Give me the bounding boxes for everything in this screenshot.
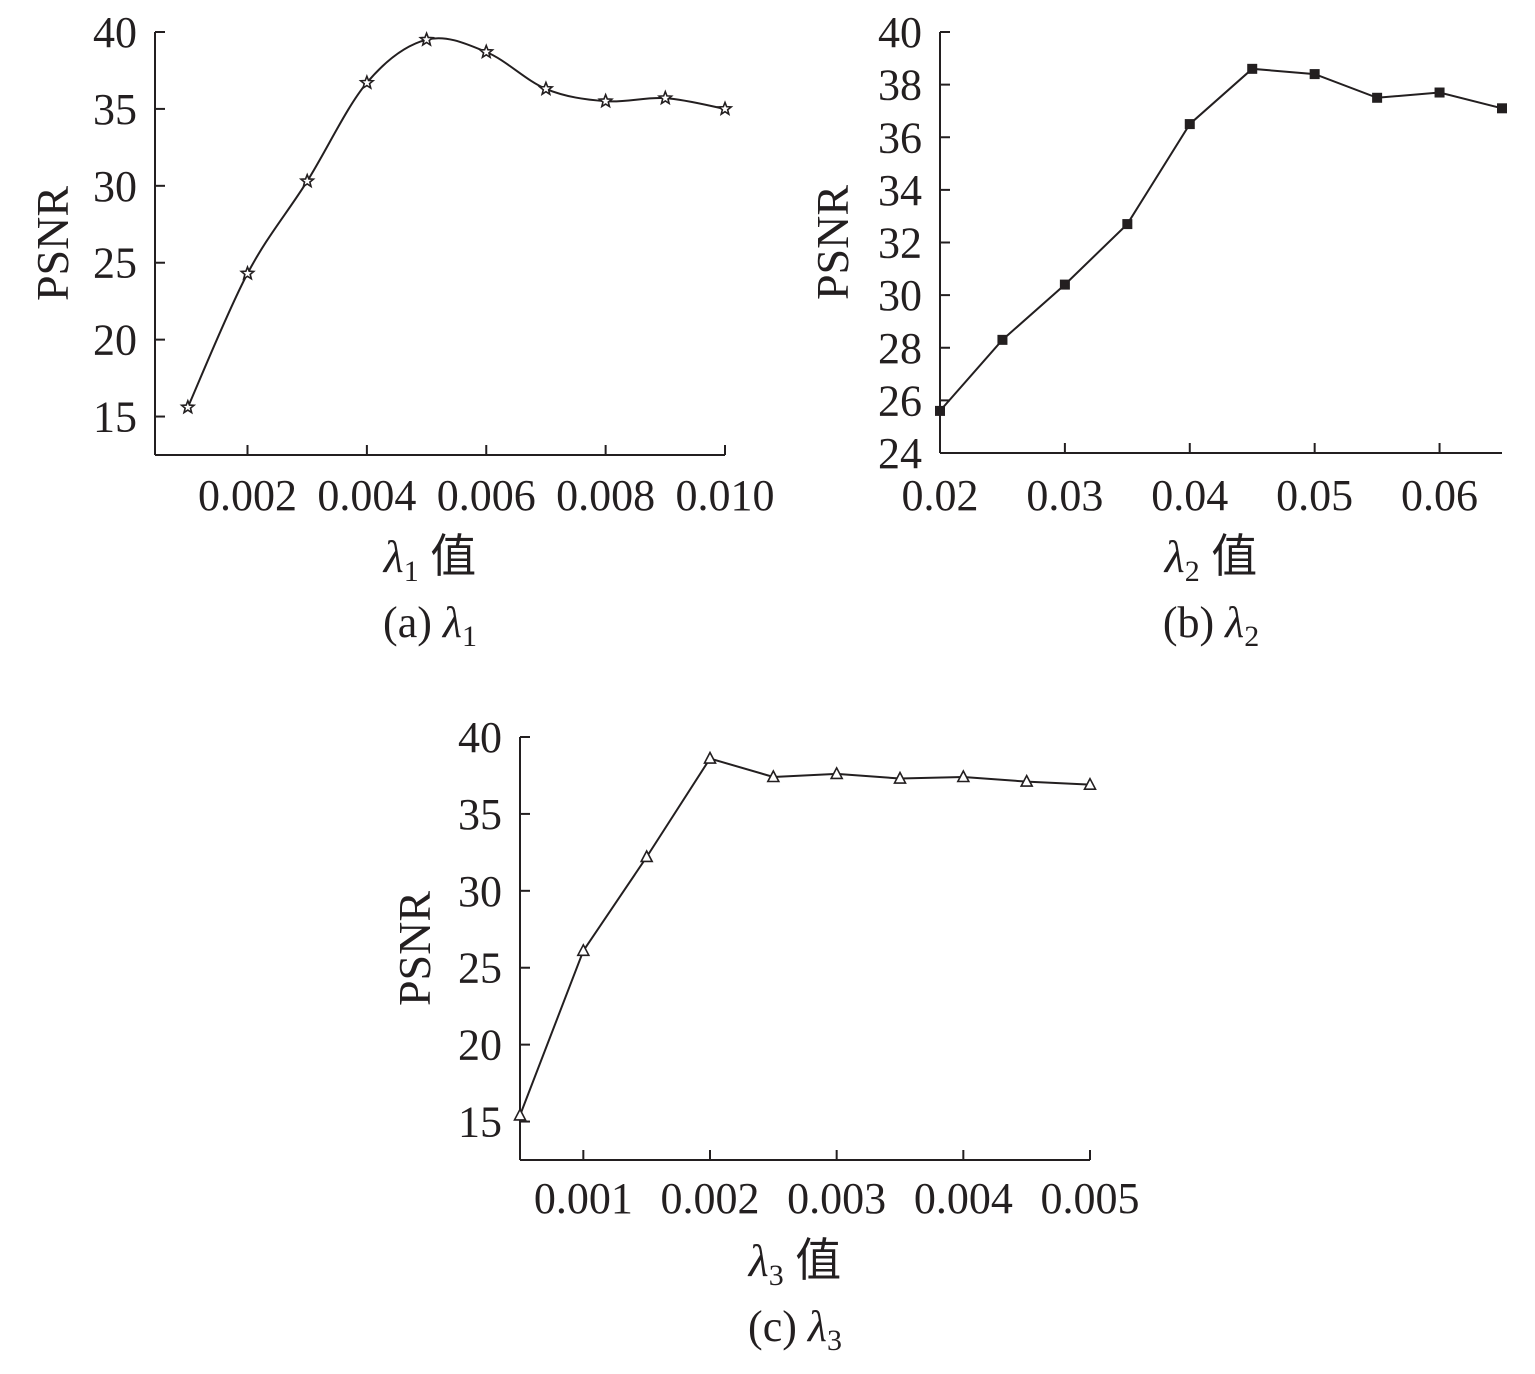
series-line (519, 757, 1091, 1116)
data-point (997, 334, 1008, 345)
data-point (1247, 63, 1258, 74)
panel-caption: (b) λ2 (1163, 598, 1259, 653)
y-tick-label: 38 (878, 61, 922, 110)
y-tick-label: 40 (458, 713, 502, 762)
data-point (1122, 219, 1133, 230)
y-tick-label: 15 (93, 393, 137, 442)
data-point (657, 89, 674, 106)
y-axis-label: PSNR (389, 891, 440, 1006)
panel-c: 15 20 25 30 35 40 0.001 0.002 0.003 0.004 0.005 PSN… (389, 713, 1140, 1357)
x-tick-label: 0.008 (556, 471, 655, 520)
y-tick-label: 34 (878, 166, 922, 215)
data-point (766, 769, 781, 783)
data-point (597, 92, 614, 109)
y-axis-label: PSNR (27, 186, 78, 301)
x-tick-label: 0.05 (1276, 471, 1353, 520)
y-tick-label: 15 (458, 1098, 502, 1147)
y-tick-label: 30 (93, 162, 137, 211)
data-point (477, 43, 495, 60)
data-point (703, 750, 717, 764)
x-tick-label: 0.03 (1026, 471, 1103, 520)
y-axis-label: PSNR (807, 185, 858, 300)
panel-a: 15 20 25 30 35 40 0.002 0.004 0.006 0.008 0.010 PSN… (27, 8, 775, 653)
y-tick-label: 25 (458, 944, 502, 993)
data-point (537, 80, 555, 96)
data-point (1372, 92, 1383, 103)
x-tick-label: 0.004 (317, 471, 416, 520)
data-point (239, 264, 256, 281)
data-point (576, 943, 591, 957)
data-point (298, 172, 316, 189)
y-tick-label: 36 (878, 113, 922, 162)
x-axis-label: λ1 值 (382, 531, 476, 588)
data-point (716, 100, 734, 116)
x-tick-label: 0.010 (676, 471, 775, 520)
panel-caption: (c) λ3 (748, 1302, 842, 1357)
x-tick-label: 0.006 (437, 471, 536, 520)
data-point (513, 1107, 527, 1121)
y-tick-label: 20 (458, 1021, 502, 1070)
x-tick-label: 0.005 (1041, 1174, 1140, 1223)
x-tick-label: 0.02 (902, 471, 979, 520)
x-tick-label: 0.06 (1401, 471, 1478, 520)
y-tick-label: 25 (93, 239, 137, 288)
data-point (893, 770, 907, 784)
x-tick-label: 0.003 (787, 1174, 886, 1223)
y-tick-label: 24 (878, 429, 922, 478)
y-tick-label: 35 (93, 85, 137, 134)
x-tick-label: 0.002 (198, 471, 297, 520)
data-point (1184, 119, 1195, 130)
data-point (1434, 87, 1445, 98)
x-axis-label: λ2 值 (1163, 531, 1257, 588)
x-axis-label: λ3 值 (747, 1235, 841, 1292)
y-tick-label: 28 (878, 324, 922, 373)
data-point (1083, 776, 1097, 790)
data-point (418, 30, 435, 47)
y-tick-label: 30 (458, 867, 502, 916)
panel-caption: (a) λ1 (383, 598, 477, 653)
y-tick-label: 32 (878, 219, 922, 268)
x-tick-label: 0.001 (534, 1174, 633, 1223)
y-tick-label: 30 (878, 271, 922, 320)
x-tick-label: 0.002 (661, 1174, 760, 1223)
series-line (186, 37, 726, 408)
x-tick-label: 0.004 (914, 1174, 1013, 1223)
y-tick-label: 35 (458, 790, 502, 839)
data-point (1059, 279, 1070, 290)
data-point (358, 74, 376, 90)
data-point (956, 769, 971, 783)
y-tick-label: 20 (93, 316, 137, 365)
y-tick-label: 40 (878, 8, 922, 57)
data-point (1309, 69, 1320, 80)
data-point (639, 849, 654, 863)
data-point (179, 398, 197, 415)
series-line (939, 67, 1503, 412)
x-tick-label: 0.04 (1151, 471, 1228, 520)
y-tick-label: 26 (878, 376, 922, 425)
data-point (829, 766, 844, 780)
y-tick-label: 40 (93, 8, 137, 57)
data-point (935, 405, 945, 416)
data-point (1019, 773, 1034, 787)
data-point (1497, 103, 1507, 114)
